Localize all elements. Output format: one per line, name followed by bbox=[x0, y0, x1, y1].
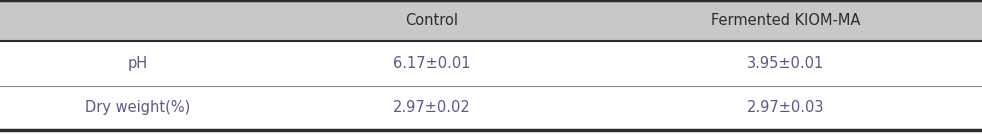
Text: Dry weight(%): Dry weight(%) bbox=[84, 100, 191, 115]
Text: 6.17±0.01: 6.17±0.01 bbox=[394, 56, 470, 71]
Text: Fermented KIOM-MA: Fermented KIOM-MA bbox=[711, 13, 860, 28]
Text: 2.97±0.02: 2.97±0.02 bbox=[393, 100, 471, 115]
Text: Control: Control bbox=[406, 13, 459, 28]
Bar bbox=[0, 0, 982, 41]
Text: 2.97±0.03: 2.97±0.03 bbox=[747, 100, 824, 115]
Text: 3.95±0.01: 3.95±0.01 bbox=[747, 56, 824, 71]
Text: pH: pH bbox=[128, 56, 147, 71]
